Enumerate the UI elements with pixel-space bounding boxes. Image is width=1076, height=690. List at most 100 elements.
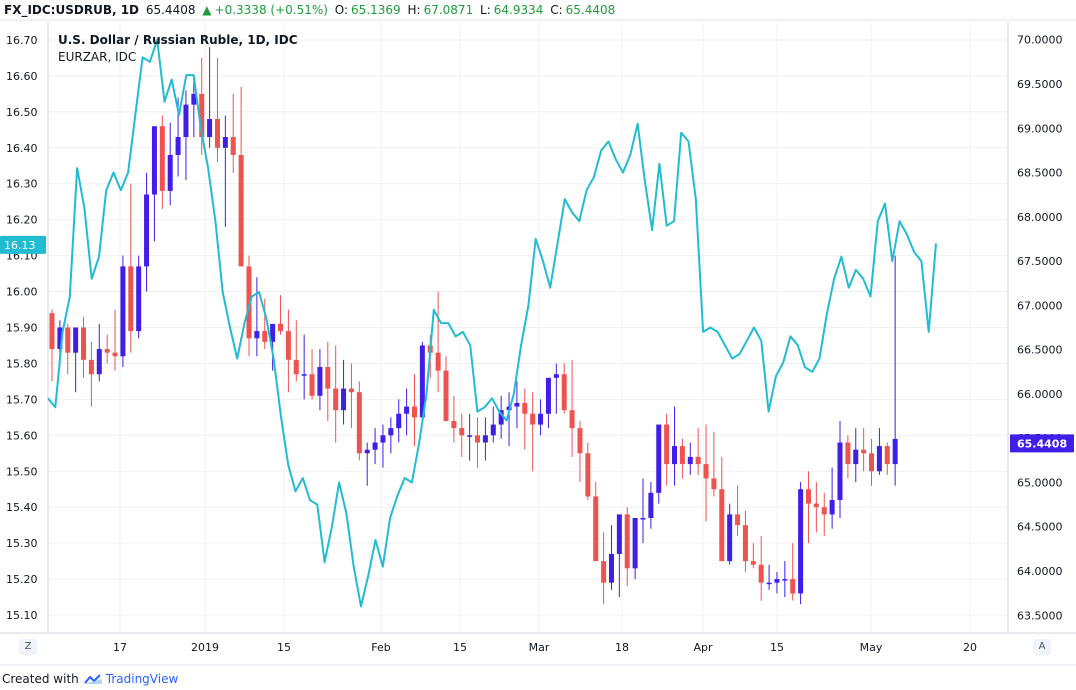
candle: [530, 392, 536, 472]
candle: [632, 517, 638, 580]
candle: [561, 363, 567, 414]
candle: [687, 442, 693, 475]
candle-body: [356, 392, 362, 454]
candle-body: [136, 266, 142, 332]
candle-body: [703, 464, 709, 479]
candle: [876, 428, 882, 475]
close-label: C:: [550, 3, 563, 17]
candle: [758, 535, 764, 601]
candle: [191, 75, 197, 138]
candle-body: [679, 446, 685, 465]
candle-body: [443, 370, 449, 421]
candle-body: [545, 377, 551, 414]
high-value: 67.0871: [423, 3, 474, 17]
candle: [664, 413, 670, 486]
eurzar-series-line: [47, 38, 937, 608]
candle: [199, 57, 205, 155]
candle: [656, 424, 662, 504]
x-axis-tick-label: Mar: [529, 641, 550, 654]
auto-scale-button[interactable]: A: [1033, 639, 1051, 655]
candle-body: [88, 359, 94, 375]
candle-body: [167, 154, 173, 191]
candle: [317, 349, 323, 411]
candle: [703, 424, 709, 522]
candle-body: [451, 420, 457, 429]
candle-body: [664, 424, 670, 465]
candle-body: [482, 435, 488, 443]
x-axis-tick-label: 15: [277, 641, 291, 654]
candle-body: [601, 561, 607, 583]
candle-body: [742, 525, 748, 562]
candle: [790, 543, 796, 601]
candle: [183, 90, 189, 181]
candle: [869, 438, 875, 486]
candle: [222, 115, 228, 227]
candle: [81, 316, 87, 378]
candle-body: [270, 323, 276, 342]
candle: [167, 122, 173, 206]
main-series-legend[interactable]: U.S. Dollar / Russian Ruble, 1D, IDC: [58, 33, 298, 47]
candle-body: [719, 489, 725, 562]
candle-body: [766, 582, 772, 585]
candle-body: [380, 435, 386, 443]
candle-body: [333, 388, 339, 411]
candle-body: [230, 137, 236, 155]
candle-body: [309, 374, 315, 396]
low-label: L:: [480, 3, 491, 17]
candle: [270, 323, 276, 371]
candle-body: [96, 349, 102, 375]
created-with-text: Created with: [2, 672, 79, 686]
candle: [750, 543, 756, 569]
candle-body: [388, 428, 394, 436]
symbol-header: FX_IDC:USDRUB, 1D 65.4408 ▲ +0.3338 (+0.5…: [0, 0, 1076, 20]
candle-body: [845, 442, 851, 465]
candle-body: [65, 327, 71, 353]
price-change: +0.3338 (+0.51%): [214, 3, 328, 17]
candle-body: [735, 514, 741, 526]
candle-body: [364, 449, 370, 454]
candle: [538, 399, 544, 436]
candle: [608, 525, 614, 590]
candle: [49, 309, 55, 382]
candle: [798, 482, 804, 605]
candle: [120, 255, 126, 368]
candle-body: [869, 453, 875, 472]
left-axis-tick-label: 15.20: [6, 573, 38, 586]
x-axis-tick-label: 2019: [191, 641, 219, 654]
candle-body: [798, 489, 804, 594]
candle-body: [821, 507, 827, 515]
eurzar-price-badge: [0, 235, 46, 254]
left-scale-button[interactable]: Z: [19, 639, 37, 655]
candle: [813, 482, 819, 533]
candle: [301, 334, 307, 400]
candle: [475, 417, 481, 468]
candle-body: [254, 331, 260, 339]
tradingview-brand[interactable]: TradingView: [105, 672, 179, 686]
footer: Created with TradingView: [2, 672, 178, 686]
candle-body: [616, 514, 622, 554]
candle-body: [498, 410, 504, 425]
open-label: O:: [334, 3, 349, 17]
candle: [325, 341, 331, 421]
left-axis-tick-label: 16.20: [6, 214, 38, 227]
candle-body: [411, 406, 417, 418]
candle-body: [711, 478, 717, 490]
candle: [522, 388, 528, 450]
candle-body: [750, 561, 756, 565]
candle-body: [183, 104, 189, 138]
candle-body: [317, 367, 323, 396]
candle: [459, 413, 465, 457]
candle: [514, 381, 520, 429]
candle-body: [774, 579, 780, 583]
symbol-label[interactable]: FX_IDC:USDRUB, 1D: [4, 3, 140, 17]
candle: [853, 428, 859, 483]
candle-body: [191, 93, 197, 105]
change-arrow-icon: ▲: [202, 3, 212, 17]
candle-body: [569, 410, 575, 429]
compare-series-legend[interactable]: EURZAR, IDC: [58, 50, 137, 64]
high-label: H:: [407, 3, 421, 17]
candle-body: [522, 402, 528, 414]
candle: [624, 507, 630, 587]
right-axis-tick-label: 68.0000: [1017, 211, 1063, 224]
